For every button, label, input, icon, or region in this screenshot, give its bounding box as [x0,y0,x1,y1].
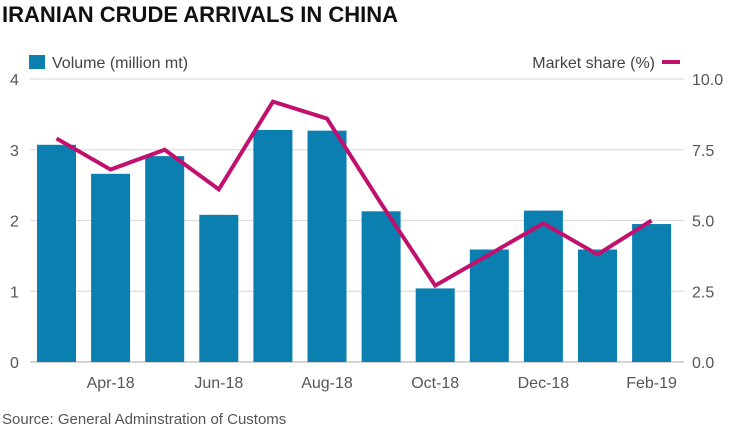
left-tick-label: 1 [10,284,19,301]
legend-share-label: Market share (%) [532,55,655,72]
gridlines [30,78,684,363]
left-tick-label: 2 [10,214,19,231]
source-note: Source: General Adminstration of Customs [2,411,286,428]
legend-volume-label: Volume (million mt) [52,55,188,72]
x-tick-label: Dec-18 [518,375,570,392]
left-tick-label: 4 [10,72,19,89]
axis-ticks: 0 1 2 3 4 0.0 2.5 5.0 7.5 10.0 Apr-18 Jun-18 Aug-18 O… [10,72,723,392]
right-tick-label: 7.5 [692,143,714,160]
volume-bar [632,224,672,362]
volume-bar [199,214,239,362]
right-tick-label: 2.5 [692,284,714,301]
right-tick-label: 5.0 [692,214,714,231]
volume-bar [91,173,131,362]
volume-bar [578,249,617,362]
volume-bar [523,210,563,362]
right-tick-label: 10.0 [692,72,723,89]
volume-bar [253,129,293,362]
x-tick-label: Feb-19 [626,375,677,392]
volume-bar [469,249,509,362]
x-tick-label: Aug-18 [301,375,353,392]
volume-bar [37,144,76,362]
volume-bar [415,288,455,362]
x-tick-label: Oct-18 [411,375,459,392]
chart-title: IRANIAN CRUDE ARRIVALS IN CHINA [2,2,398,27]
volume-bar [145,156,185,362]
volume-bar [361,211,401,362]
market-share-line [55,99,653,289]
right-tick-label: 0.0 [692,355,714,372]
volume-bar [307,130,347,362]
x-tick-label: Jun-18 [194,375,243,392]
x-tick-label: Apr-18 [87,375,135,392]
legend-volume-swatch [29,55,45,69]
left-tick-label: 0 [10,355,19,372]
bars [37,129,672,362]
left-tick-label: 3 [10,143,19,160]
